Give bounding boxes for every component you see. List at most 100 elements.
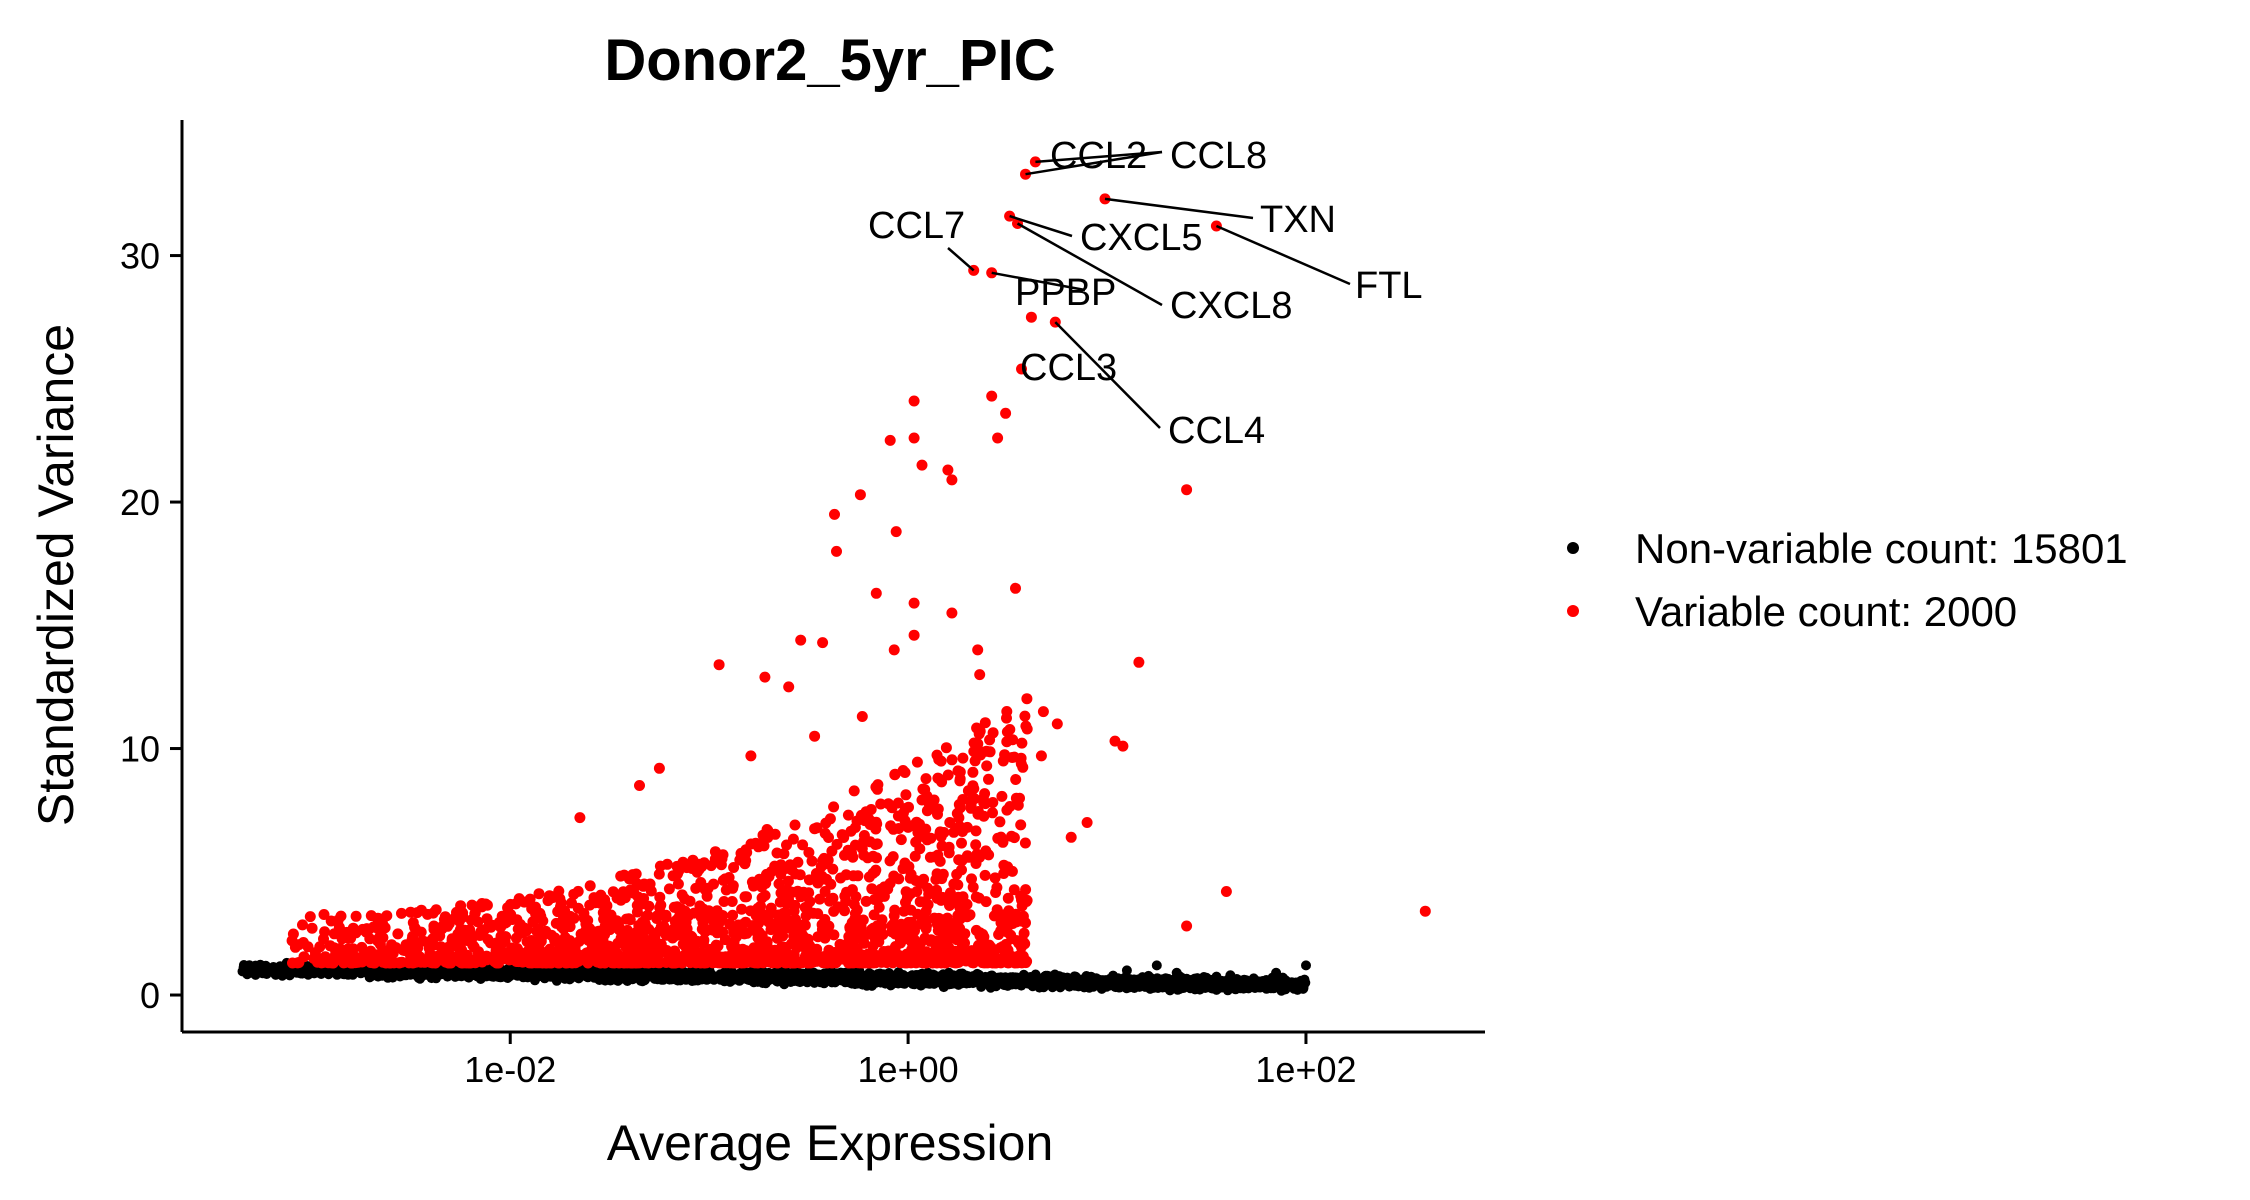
variable-point xyxy=(983,939,995,951)
x-axis-title: Average Expression xyxy=(607,1115,1054,1171)
variable-point xyxy=(1018,927,1030,939)
variable-point xyxy=(844,921,856,933)
variable-point xyxy=(579,953,590,965)
variable-point xyxy=(710,924,722,936)
variable-point xyxy=(719,934,731,946)
variable-point xyxy=(527,916,539,928)
variable-point xyxy=(348,926,360,937)
nonvariable-point xyxy=(413,970,424,981)
nonvariable-point xyxy=(1271,967,1282,978)
variable-point xyxy=(921,920,932,932)
variable-point xyxy=(1133,656,1145,668)
variable-point xyxy=(905,904,917,916)
variable-point xyxy=(875,798,887,810)
variable-point xyxy=(372,934,384,946)
variable-point xyxy=(978,797,990,809)
variable-point xyxy=(849,839,861,851)
variable-point xyxy=(1008,751,1020,763)
variable-point xyxy=(695,911,707,923)
variable-point xyxy=(993,929,1005,940)
variable-point xyxy=(818,951,830,962)
variable-point xyxy=(812,877,824,889)
nonvariable-point xyxy=(1201,972,1212,983)
variable-point xyxy=(934,954,946,966)
variable-point xyxy=(957,752,969,764)
nonvariable-point xyxy=(820,974,831,985)
variable-point xyxy=(992,432,1004,444)
variable-point xyxy=(924,935,936,947)
variable-point xyxy=(969,755,981,767)
variable-point xyxy=(1000,918,1012,929)
variable-point xyxy=(624,884,636,896)
variable-point xyxy=(925,887,937,899)
variable-point xyxy=(392,928,404,940)
variable-point xyxy=(651,913,663,924)
variable-point xyxy=(761,936,773,948)
variable-point xyxy=(971,738,983,750)
variable-point xyxy=(540,957,552,969)
variable-point xyxy=(663,883,675,895)
variable-point xyxy=(485,937,496,949)
variable-point xyxy=(908,952,920,964)
variable-point xyxy=(485,921,497,933)
variable-point xyxy=(979,869,991,881)
nonvariable-point xyxy=(877,975,888,986)
variable-point xyxy=(757,829,769,841)
variable-point xyxy=(884,434,896,446)
variable-point xyxy=(935,894,947,906)
variable-point xyxy=(1003,957,1015,969)
variable-point xyxy=(829,508,840,520)
variable-point xyxy=(828,929,840,941)
variable-point xyxy=(940,742,952,754)
variable-point xyxy=(756,892,768,904)
variable-point xyxy=(946,754,958,766)
variable-point xyxy=(304,911,316,923)
variable-point xyxy=(520,925,532,937)
variable-point xyxy=(287,957,298,969)
variable-point xyxy=(634,780,645,791)
variable-point xyxy=(849,908,861,919)
variable-point xyxy=(394,957,406,968)
variable-point xyxy=(334,943,346,954)
variable-point xyxy=(1419,905,1431,917)
variable-point xyxy=(803,874,815,886)
variable-point xyxy=(779,957,791,969)
gene-leader-line xyxy=(1054,321,1161,429)
variable-point xyxy=(863,871,875,883)
variable-point xyxy=(623,913,635,925)
variable-point xyxy=(872,779,884,791)
variable-point xyxy=(318,956,330,968)
nonvariable-point xyxy=(637,967,648,978)
variable-point xyxy=(967,766,979,778)
variable-point xyxy=(981,745,992,757)
variable-point xyxy=(871,852,882,864)
variable-point xyxy=(902,821,914,833)
nonvariable-point xyxy=(666,970,677,981)
nonvariable-point xyxy=(238,962,249,973)
variable-point xyxy=(325,915,337,927)
variable-point xyxy=(655,938,667,950)
variable-point xyxy=(1001,804,1013,816)
variable-point xyxy=(778,941,790,953)
variable-point xyxy=(735,847,747,859)
variable-point xyxy=(777,907,789,919)
variable-point xyxy=(956,837,967,849)
variable-point xyxy=(390,942,402,954)
nonvariable-point xyxy=(802,973,812,984)
variable-point xyxy=(790,913,801,925)
gene-leader-line xyxy=(991,271,1086,292)
variable-point xyxy=(908,629,920,641)
variable-point xyxy=(782,875,794,887)
variable-point xyxy=(1021,693,1033,705)
variable-point xyxy=(983,773,994,785)
nonvariable-point xyxy=(1125,975,1135,986)
variable-point xyxy=(589,897,601,909)
variable-point xyxy=(655,899,667,911)
x-tick-label: 1e+02 xyxy=(1255,1049,1356,1090)
variable-point xyxy=(918,946,930,958)
variable-point xyxy=(908,395,920,407)
variable-point xyxy=(1117,740,1129,752)
nonvariable-point xyxy=(957,978,968,989)
